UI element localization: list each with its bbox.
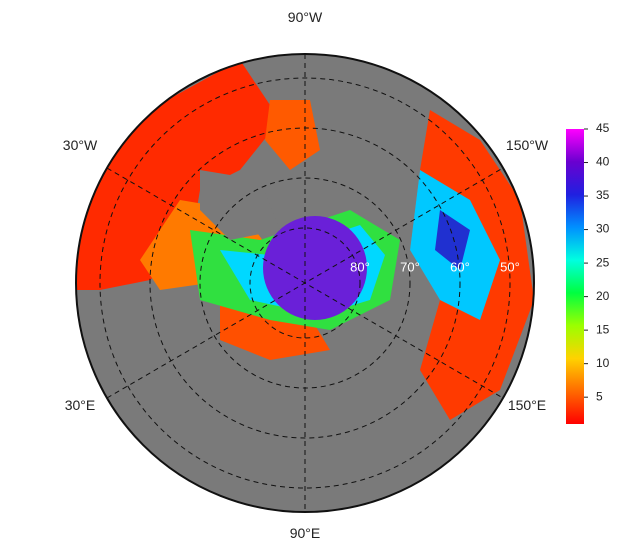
colorbar-bar — [566, 129, 584, 424]
greenland — [200, 170, 280, 240]
colorbar-tick-label: 10 — [596, 356, 610, 370]
lat-label: 60° — [450, 259, 470, 274]
colorbar-tick-label: 45 — [596, 121, 610, 135]
lat-label: 50° — [500, 259, 520, 274]
colorbar: 5 10 15 20 25 30 35 40 45 — [566, 121, 610, 424]
colorbar-tick-label: 15 — [596, 322, 610, 336]
graticule — [99, 54, 511, 512]
ocean-atlantic — [76, 60, 280, 290]
lat-label: 80° — [350, 259, 370, 274]
map-border — [75, 53, 535, 513]
lon-label: 90°W — [288, 9, 323, 25]
lon-label: 30°W — [63, 137, 98, 153]
lon-label: 150°W — [506, 137, 549, 153]
lat-circle — [99, 77, 511, 489]
lon-label: 90°E — [290, 525, 321, 541]
lon-label: 150°E — [508, 397, 546, 413]
colorbar-tick-label: 35 — [596, 188, 610, 202]
map-disk — [76, 54, 534, 512]
lon-label: 30°E — [65, 397, 96, 413]
colorbar-tick-label: 20 — [596, 289, 610, 303]
colorbar-tick-label: 30 — [596, 222, 610, 236]
colorbar-tick-label: 25 — [596, 255, 610, 269]
colorbar-tick-label: 5 — [596, 389, 603, 403]
ocean-baffin — [265, 100, 320, 170]
ocean-pacific — [435, 210, 470, 270]
meridian — [106, 167, 504, 399]
lat-label: 70° — [400, 259, 420, 274]
colorbar-tick-label: 40 — [596, 155, 610, 169]
lat-circle — [249, 227, 361, 339]
